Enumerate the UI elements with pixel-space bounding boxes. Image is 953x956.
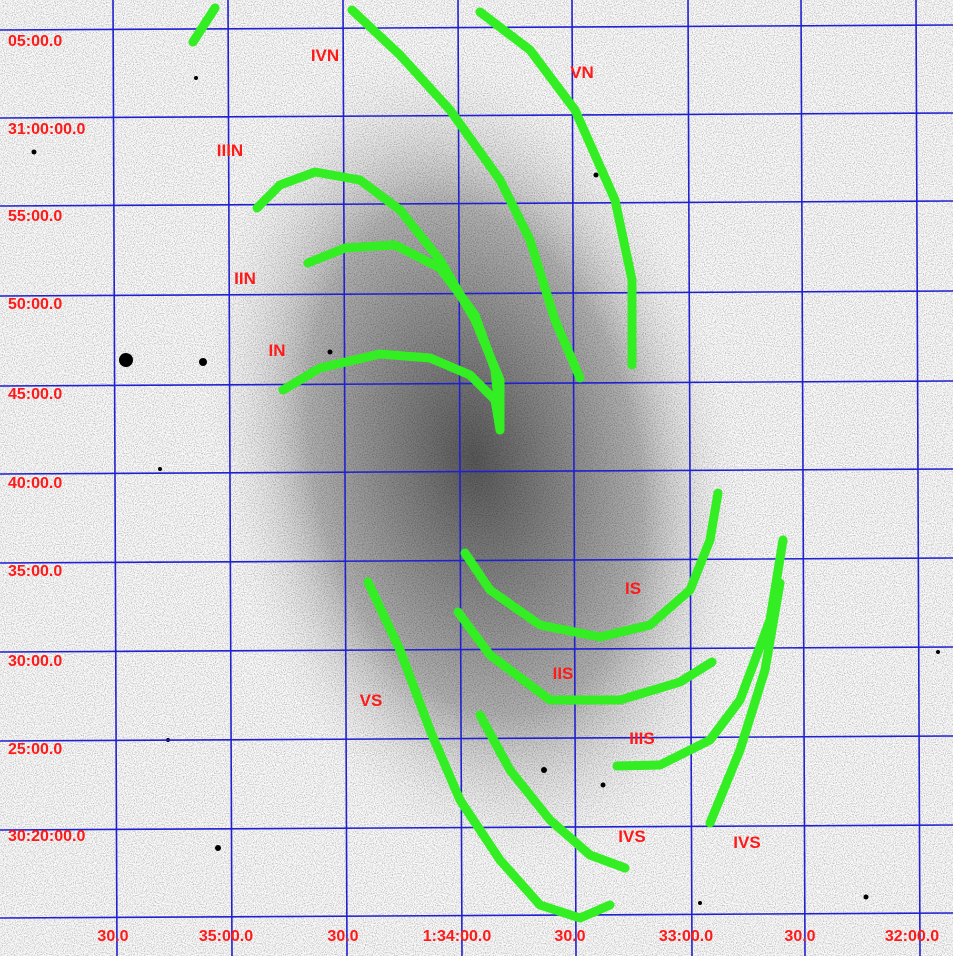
x-label: 30.0 <box>784 928 815 945</box>
arm-label: IVS <box>733 833 760 852</box>
star <box>593 172 599 178</box>
arm-label: IIS <box>553 664 574 683</box>
labels: 05:00.0 31:00:00.0 55:00.0 50:00.0 45:00.0 40… <box>8 33 939 945</box>
star <box>327 349 333 355</box>
arm-label: IIIN <box>217 141 243 160</box>
y-label: 35:00.0 <box>8 563 62 580</box>
arm-trace <box>188 3 220 47</box>
grid-line <box>0 112 953 119</box>
grid-line <box>0 646 953 653</box>
arm-trace <box>475 7 637 370</box>
stars <box>31 76 940 905</box>
star <box>194 76 198 80</box>
y-label: 31:00:00.0 <box>8 121 85 138</box>
grid-line <box>571 0 577 956</box>
y-label: 25:00.0 <box>8 741 62 758</box>
grid-line <box>0 468 953 475</box>
x-label: 33:00.0 <box>659 928 713 945</box>
arm-label: VN <box>570 63 594 82</box>
arm-label: IS <box>625 579 641 598</box>
grid-line <box>915 0 921 956</box>
y-label: 45:00.0 <box>8 386 62 403</box>
grid-line <box>0 912 953 919</box>
x-label: 1:34:00.0 <box>423 928 492 945</box>
y-label: 50:00.0 <box>8 296 62 313</box>
arm-trace <box>278 349 505 435</box>
star <box>600 782 606 788</box>
arm-label: VS <box>360 691 383 710</box>
grid-line <box>0 24 953 31</box>
arm-label: IIIS <box>629 729 655 748</box>
x-label: 30.0 <box>97 928 128 945</box>
arm-trace <box>705 578 785 828</box>
y-label: 40:00.0 <box>8 475 62 492</box>
arm-trace <box>347 5 585 383</box>
arm-trace <box>475 710 630 873</box>
star <box>936 650 940 654</box>
grid-line <box>112 0 118 956</box>
star <box>215 845 221 851</box>
arm-label: IN <box>269 341 286 360</box>
star <box>31 149 37 155</box>
star <box>698 901 702 905</box>
star <box>863 894 869 900</box>
x-label: 30.0 <box>554 928 585 945</box>
y-label: 30:20:00.0 <box>8 828 85 845</box>
grid-line <box>227 0 233 956</box>
x-label: 32:00.0 <box>885 928 939 945</box>
x-label: 30.0 <box>327 928 358 945</box>
arm-label: IVS <box>618 827 645 846</box>
grid-line <box>0 557 953 564</box>
y-label: 55:00.0 <box>8 208 62 225</box>
y-label: 30:00.0 <box>8 653 62 670</box>
arm-trace <box>363 577 615 923</box>
star <box>158 467 162 471</box>
grid-line <box>800 0 806 956</box>
arm-trace <box>453 607 717 705</box>
arm-trace <box>460 488 723 642</box>
star <box>119 353 133 367</box>
arm-trace <box>303 240 505 425</box>
grid-line <box>0 200 953 207</box>
grid-line <box>0 290 953 297</box>
star <box>199 358 207 366</box>
grid-line <box>687 0 693 956</box>
x-label: 35:00.0 <box>199 928 253 945</box>
arm-label: IIN <box>234 269 256 288</box>
y-label: 05:00.0 <box>8 33 62 50</box>
grid-line <box>0 735 953 742</box>
star <box>541 767 547 773</box>
arms <box>188 3 788 923</box>
arm-label: IVN <box>311 46 339 65</box>
grid-line <box>342 0 348 956</box>
